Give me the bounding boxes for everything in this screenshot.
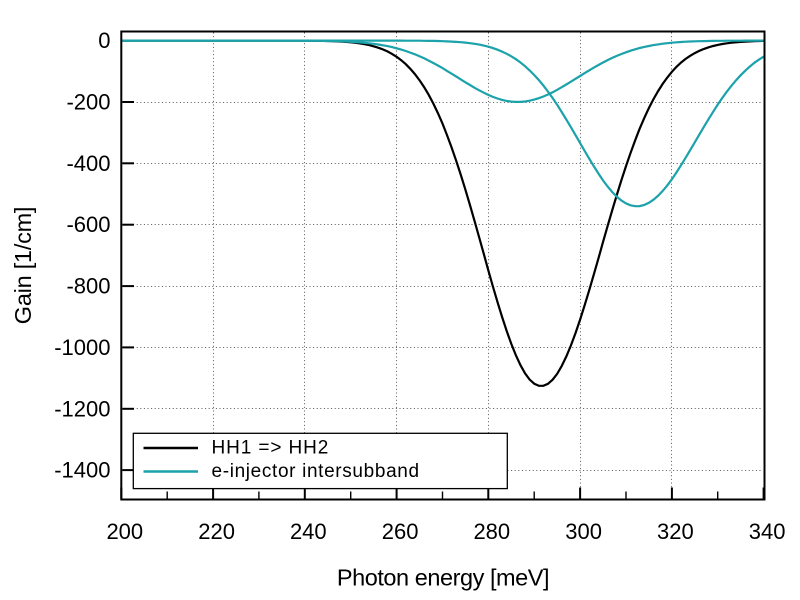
svg-text:-600: -600 (66, 212, 110, 237)
svg-text:320: 320 (657, 519, 694, 544)
svg-text:280: 280 (473, 519, 510, 544)
svg-text:-1000: -1000 (54, 335, 110, 360)
svg-text:260: 260 (382, 519, 419, 544)
svg-text:-400: -400 (66, 151, 110, 176)
svg-text:-200: -200 (66, 90, 110, 115)
svg-text:0: 0 (98, 28, 110, 53)
svg-text:340: 340 (749, 519, 786, 544)
svg-text:200: 200 (106, 519, 143, 544)
svg-text:Gain [1/cm]: Gain [1/cm] (10, 207, 36, 324)
svg-text:300: 300 (565, 519, 602, 544)
svg-text:-1200: -1200 (54, 396, 110, 421)
svg-text:240: 240 (290, 519, 327, 544)
svg-text:Photon energy [meV]: Photon energy [meV] (337, 565, 549, 591)
svg-text:e-injector intersubband: e-injector intersubband (212, 461, 420, 482)
svg-text:HH1 => HH2: HH1 => HH2 (212, 437, 330, 458)
svg-text:220: 220 (198, 519, 235, 544)
svg-text:-1400: -1400 (54, 458, 110, 483)
svg-text:-800: -800 (66, 274, 110, 299)
